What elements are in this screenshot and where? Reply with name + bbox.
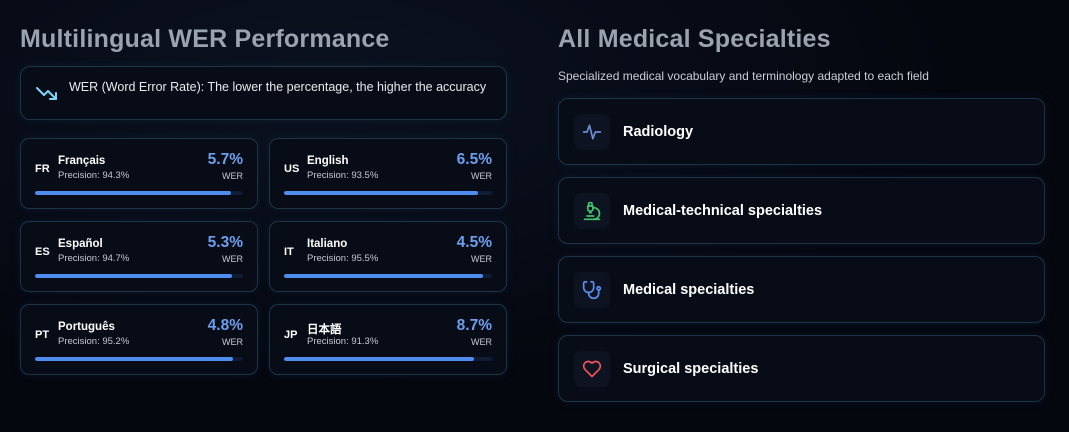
- language-precision: Precision: 91.3%: [307, 336, 379, 347]
- specialty-card-medical-technical[interactable]: Medical-technical specialties: [558, 177, 1045, 244]
- specialty-card-radiology[interactable]: Radiology: [558, 98, 1045, 165]
- language-code: IT: [284, 246, 294, 258]
- language-wer-label: WER: [471, 171, 492, 181]
- language-name: Español: [58, 238, 103, 250]
- language-card-es: ES Español Precision: 94.7% 5.3% WER: [20, 221, 258, 292]
- language-precision: Precision: 95.5%: [307, 253, 379, 264]
- language-card-fr: FR Français Precision: 94.3% 5.7% WER: [20, 138, 258, 209]
- precision-bar-fill: [284, 357, 474, 361]
- heart-icon: [574, 350, 610, 387]
- precision-bar-fill: [284, 191, 479, 195]
- specialty-label: Surgical specialties: [623, 360, 759, 377]
- microscope-icon: [574, 192, 610, 229]
- language-code: PT: [35, 329, 50, 341]
- specialty-label: Radiology: [623, 123, 694, 140]
- language-wer-value: 4.8%: [207, 317, 243, 334]
- precision-bar-fill: [35, 357, 234, 361]
- language-wer-label: WER: [222, 254, 243, 264]
- wer-info-box: WER (Word Error Rate): The lower the per…: [20, 66, 507, 120]
- language-card-pt: PT Português Precision: 95.2% 4.8% WER: [20, 304, 258, 375]
- stethoscope-icon: [574, 271, 610, 308]
- language-name: English: [307, 155, 349, 167]
- precision-bar-track: [284, 274, 492, 278]
- language-code: FR: [35, 163, 50, 175]
- specialties-section-title: All Medical Specialties: [558, 25, 831, 53]
- activity-icon: [574, 113, 610, 150]
- language-wer-value: 6.5%: [456, 151, 492, 168]
- language-code: US: [284, 163, 300, 175]
- precision-bar-fill: [35, 191, 232, 195]
- specialty-label: Medical-technical specialties: [623, 202, 823, 219]
- precision-bar-fill: [35, 274, 232, 278]
- specialties-section: All Medical Specialties Specialized medi…: [558, 22, 1045, 414]
- language-code: ES: [35, 246, 50, 258]
- specialty-card-medical[interactable]: Medical specialties: [558, 256, 1045, 323]
- precision-bar-track: [35, 274, 243, 278]
- precision-bar-fill: [284, 274, 483, 278]
- language-name: Português: [58, 321, 115, 333]
- language-wer-label: WER: [222, 171, 243, 181]
- wer-section: Multilingual WER Performance WER (Word E…: [20, 22, 507, 375]
- language-precision: Precision: 95.2%: [58, 336, 130, 347]
- language-precision: Precision: 93.5%: [307, 170, 379, 181]
- language-precision: Precision: 94.3%: [58, 170, 130, 181]
- language-precision: Precision: 94.7%: [58, 253, 130, 264]
- language-wer-value: 4.5%: [456, 234, 492, 251]
- language-card-us: US English Precision: 93.5% 6.5% WER: [269, 138, 507, 209]
- language-grid: FR Français Precision: 94.3% 5.7% WER US…: [20, 138, 507, 375]
- language-wer-value: 5.7%: [207, 151, 243, 168]
- language-name: Français: [58, 155, 106, 167]
- precision-bar-track: [284, 191, 492, 195]
- language-wer-label: WER: [471, 254, 492, 264]
- language-code: JP: [284, 329, 298, 341]
- specialty-card-surgical[interactable]: Surgical specialties: [558, 335, 1045, 402]
- language-card-it: IT Italiano Precision: 95.5% 4.5% WER: [269, 221, 507, 292]
- language-name: 日本語: [307, 324, 342, 336]
- precision-bar-track: [35, 191, 243, 195]
- language-wer-label: WER: [222, 337, 243, 347]
- specialties-list: Radiology Medical-technical specialties: [558, 98, 1045, 402]
- precision-bar-track: [35, 357, 243, 361]
- language-wer-value: 5.3%: [207, 234, 243, 251]
- wer-section-title: Multilingual WER Performance: [20, 25, 390, 53]
- specialties-subtitle: Specialized medical vocabulary and termi…: [558, 69, 929, 83]
- wer-info-text: WER (Word Error Rate): The lower the per…: [69, 80, 487, 94]
- language-wer-value: 8.7%: [456, 317, 492, 334]
- language-name: Italiano: [307, 238, 348, 250]
- trending-down-icon: [35, 82, 61, 104]
- precision-bar-track: [284, 357, 492, 361]
- language-wer-label: WER: [471, 337, 492, 347]
- specialty-label: Medical specialties: [623, 281, 755, 298]
- language-card-jp: JP 日本語 Precision: 91.3% 8.7% WER: [269, 304, 507, 375]
